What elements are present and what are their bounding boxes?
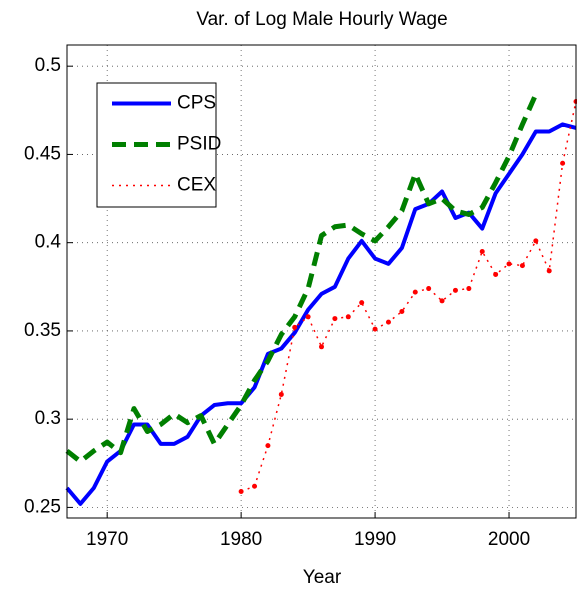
x-tick-label: 2000 [488, 529, 530, 550]
y-tick-label: 0.45 [24, 143, 61, 164]
plot-frame [66, 44, 577, 519]
series-point [519, 263, 525, 269]
legend-label: CEX [177, 175, 216, 196]
series-point [265, 443, 271, 449]
legend-label: CPS [177, 93, 216, 114]
series-point [439, 298, 445, 304]
series-point [305, 314, 311, 320]
series-line [65, 93, 539, 465]
series-point [385, 319, 391, 325]
series-point [345, 314, 351, 320]
series-point [466, 286, 472, 292]
series-point [252, 483, 258, 489]
series-point [238, 489, 244, 495]
x-tick-label: 1990 [354, 529, 396, 550]
series-point [359, 300, 365, 306]
legend-label: PSID [177, 134, 221, 155]
y-tick-label: 0.4 [35, 232, 62, 253]
series-point [426, 286, 432, 292]
y-tick-label: 0.3 [35, 408, 61, 429]
y-tick-label: 0.5 [35, 55, 61, 76]
x-axis-label: Year [303, 567, 342, 588]
series-point [479, 248, 485, 254]
series-point [412, 289, 418, 295]
series-line [240, 101, 577, 493]
series-point [452, 287, 458, 293]
series-point [399, 309, 405, 315]
series-point [278, 391, 284, 397]
x-tick-label: 1970 [86, 529, 128, 550]
series-point [319, 344, 324, 350]
series-point [332, 316, 338, 322]
y-tick-label: 0.25 [24, 496, 61, 517]
series-point [372, 326, 378, 332]
series-point [292, 324, 298, 330]
series-point [560, 160, 566, 166]
series-point [506, 261, 512, 267]
series-point [546, 268, 552, 274]
x-tick-label: 1980 [220, 529, 262, 550]
chart-title: Var. of Log Male Hourly Wage [196, 9, 447, 30]
series-point [493, 271, 499, 277]
y-tick-label: 0.35 [24, 320, 61, 341]
series-point [533, 238, 539, 244]
